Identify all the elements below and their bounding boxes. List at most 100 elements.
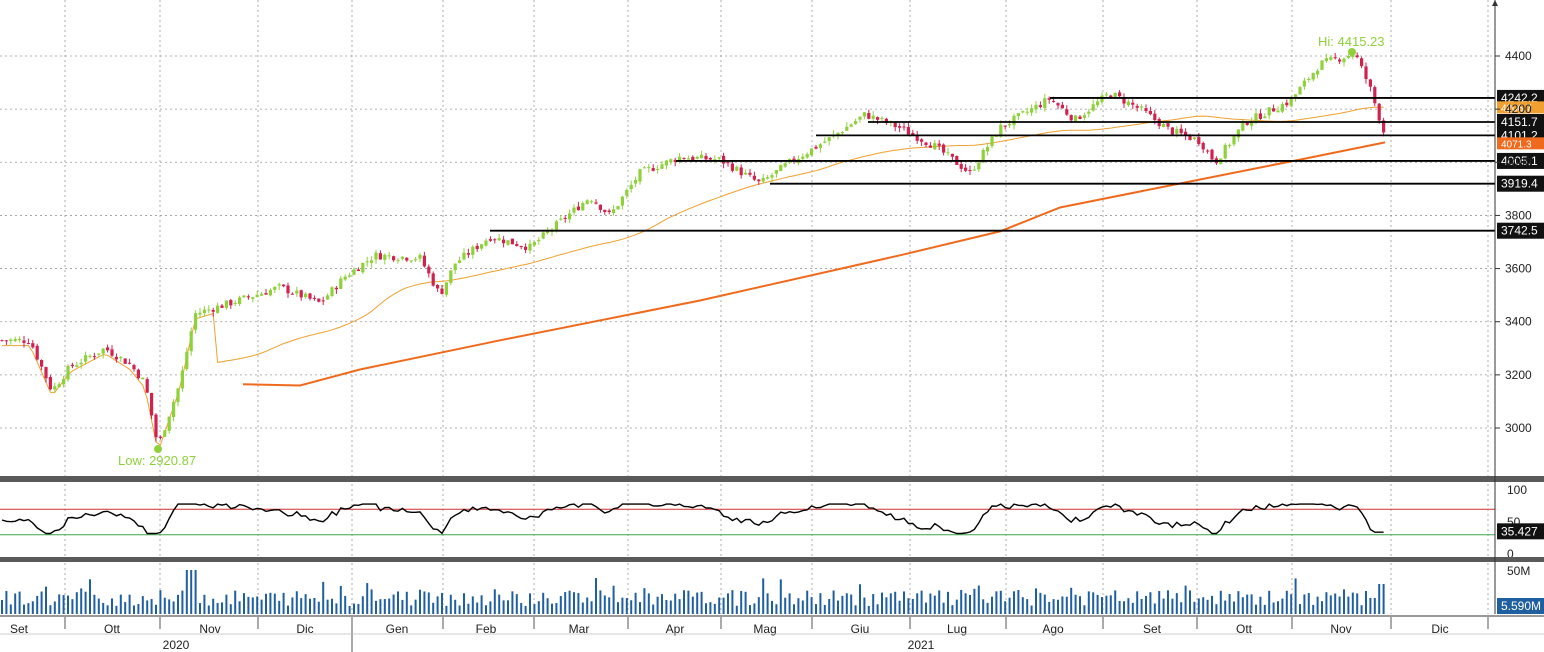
candle-body [1360,58,1364,67]
candle-body [1091,104,1095,111]
candle-body [1245,122,1249,125]
candle-body [484,240,488,246]
candle-body [629,184,633,190]
volume-bar [36,595,39,614]
candle-body [1258,113,1262,119]
volume-bar [947,591,949,614]
candle-body [242,295,246,298]
volume-bar [691,596,694,614]
candle-body [387,255,391,257]
candle-body [968,170,972,172]
volume-bar [872,594,875,614]
candle-body [180,370,184,389]
volume-bar [1123,601,1125,614]
candle-body [898,126,902,128]
volume-bar [339,585,342,614]
candle-body [1166,123,1170,127]
candle-body [1074,115,1078,122]
candle-body [216,305,220,313]
volume-bar [643,588,646,614]
candle-body [708,158,712,160]
volume-bar [749,605,751,614]
candle-body [1232,136,1236,145]
candle-body [761,177,765,182]
candle-body [1184,131,1188,136]
candle-body [207,309,211,311]
volume-bar [1052,599,1055,614]
volume-bar [718,597,721,614]
volume-bar [115,605,118,614]
volume-bar [1074,594,1077,614]
candle-body [1025,111,1029,113]
candle-body [994,135,998,137]
volume-bar [969,594,971,614]
candle-body [141,377,145,380]
volume-bar [181,590,184,614]
candle-body [268,289,272,296]
volume-bar [1021,597,1024,614]
candle-body [717,157,721,159]
volume-bar [806,590,809,614]
volume-bar [155,604,157,614]
candle-body [915,134,919,141]
volume-bar [876,604,879,614]
candle-body [1197,137,1201,145]
volume-bar [1312,604,1315,614]
candle-body [163,430,167,437]
volume-bar [1241,597,1244,614]
volume-bar [608,597,611,614]
volume-bar [815,604,817,614]
volume-bar [375,600,377,614]
volume-bar [1083,605,1086,614]
volume-bar [93,594,96,614]
candle-body [0,340,4,342]
candle-body [1298,87,1302,95]
volume-bar [647,593,650,614]
level-tag [1497,113,1544,130]
candle-body [691,156,695,160]
volume-bar [1101,597,1103,614]
volume-bar [731,590,734,614]
candle-body [664,160,668,166]
volume-value-tag [1497,598,1544,614]
candle-body [202,309,206,314]
volume-bar [995,591,998,614]
volume-bar [102,602,105,614]
volume-bar [1215,604,1218,614]
candle-body [378,253,382,260]
candle-body [1144,108,1148,112]
volume-bar [1109,595,1112,614]
volume-bar [216,602,219,614]
candle-body [136,369,140,379]
candle-body [986,147,990,152]
volume-bar [89,579,91,614]
candle-body [735,166,739,171]
volume-bar [119,594,122,614]
candle-body [97,353,101,355]
volume-bar [199,603,201,614]
volume-bar [304,594,307,614]
volume-bar [357,603,360,614]
month-label: Dic [296,622,313,636]
level-tag [1497,222,1544,239]
candle-body [1021,111,1025,113]
volume-bar [67,595,69,614]
month-label: Set [1143,622,1162,636]
volume-bar [1017,590,1020,614]
candle-body [581,203,585,211]
candle-body [1355,55,1359,58]
volume-bar [348,605,351,614]
volume-bar [1057,599,1059,614]
high-label: Hi: 4415.23 [1318,34,1385,49]
volume-bar [617,602,619,614]
candle-body [638,169,642,182]
volume-bar [1321,601,1323,614]
candle-body [396,260,400,262]
volume-bar [819,593,822,614]
volume-bar [502,600,505,614]
candle-body [317,298,321,302]
candle-body [436,285,440,289]
volume-bar [713,603,716,614]
